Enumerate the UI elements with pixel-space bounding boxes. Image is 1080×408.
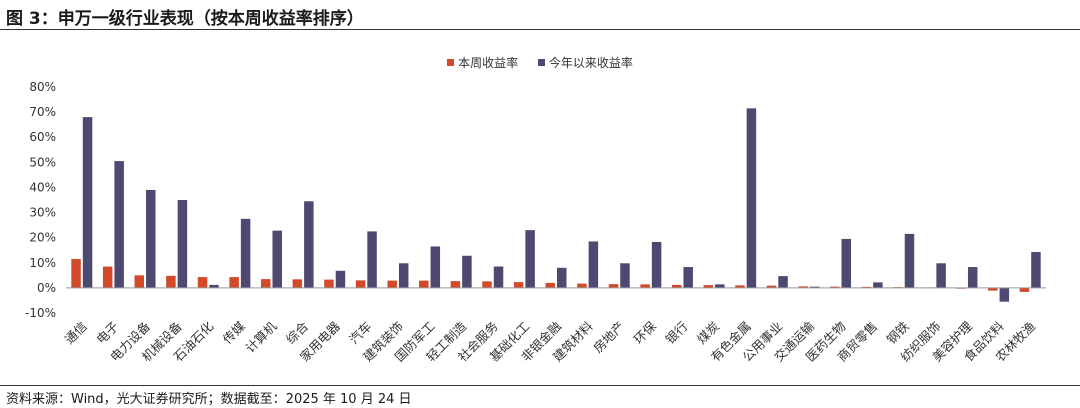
bar-ytd-return [715,284,725,288]
x-tick-label: 通信 [62,319,90,347]
bar-weekly-return [608,284,619,288]
y-tick-label: 40% [29,180,56,194]
bar-weekly-return [292,279,303,288]
bar-weekly-return [260,279,271,288]
x-tick-label: 计算机 [242,318,279,355]
bar-weekly-return [387,280,397,288]
bar-ytd-return [620,263,630,288]
y-tick-label: 80% [29,80,56,94]
legend-item-ytd: 今年以来收益率 [537,54,633,71]
bar-weekly-return [861,286,872,288]
bar-weekly-return [166,275,176,288]
bar-ytd-return [683,267,693,288]
bar-ytd-return [398,263,409,288]
y-axis: -10% 0% 10% 20% 30% 40% 50% 60% 70% 80% [25,80,56,320]
y-tick-label: 30% [29,206,56,220]
legend-swatch-weekly [447,59,455,66]
bar-weekly-return [735,285,745,288]
bar-ytd-return [240,218,251,288]
y-tick-label: -10% [25,306,56,320]
chart-legend: 本周收益率 今年以来收益率 [0,54,1080,71]
x-tick-label: 房地产 [590,319,627,356]
bar-ytd-return [462,255,472,288]
bar-ytd-return [335,270,346,288]
bar-ytd-return [904,233,915,288]
bar-ytd-return [936,263,946,288]
bar-ytd-return [746,108,757,288]
bar-weekly-return [640,284,650,288]
legend-label-weekly: 本周收益率 [458,56,519,70]
bar-ytd-return [999,287,1010,302]
bar-weekly-return [766,285,777,288]
y-tick-label: 70% [29,105,56,119]
bar-ytd-return [778,276,788,288]
title-rule [0,29,1080,30]
bar-weekly-return [988,287,998,291]
bar-ytd-return [82,117,93,288]
bar-ytd-return [272,230,282,288]
bar-weekly-return [1019,287,1030,292]
bar-weekly-return [703,285,714,288]
bar-weekly-return [671,284,682,288]
bars [71,108,1041,302]
bar-ytd-return [967,267,978,288]
legend-item-weekly: 本周收益率 [447,54,518,71]
bar-weekly-return [355,280,366,288]
y-tick-label: 20% [29,231,56,245]
bar-weekly-return [830,286,840,288]
source-rule [0,385,1080,386]
legend-swatch-ytd [537,59,545,66]
bar-ytd-return [493,266,504,288]
figure-title: 图 3：申万一级行业表现（按本周收益率排序） [6,9,364,29]
y-tick-label: 50% [29,155,56,169]
bar-weekly-return [71,259,81,288]
legend-label-ytd: 今年以来收益率 [548,56,633,70]
y-tick-label: 0% [37,281,56,295]
y-tick-label: 10% [29,256,56,270]
bar-ytd-return [873,282,883,288]
bar-ytd-return [557,267,567,288]
bar-weekly-return [798,286,808,288]
bar-ytd-return [177,200,188,288]
bar-ytd-return [841,238,852,288]
bar-weekly-return [134,275,145,288]
bar-ytd-return [367,231,377,288]
bar-ytd-return [146,189,156,288]
x-tick-label: 环保 [631,318,660,347]
bar-weekly-return [513,282,524,288]
bar-weekly-return [197,277,208,288]
bar-ytd-return [209,284,219,288]
bar-ytd-return [114,161,124,288]
bar-chart: -10% 0% 10% 20% 30% 40% 50% 60% 70% 80% 通信 电子电力设备机… [25,80,1046,364]
bar-weekly-return [229,277,239,288]
bar-ytd-return [304,201,314,288]
bar-ytd-return [651,241,662,288]
bar-weekly-return [450,281,461,288]
bar-weekly-return [419,280,429,288]
bar-weekly-return [482,281,492,288]
bar-ytd-return [430,246,441,288]
y-tick-label: 60% [29,130,56,144]
x-tick-label: 银行 [662,319,690,347]
source-note: 资料来源：Wind，光大证券研究所；数据截至：2025 年 10 月 24 日 [6,392,412,407]
bar-weekly-return [545,282,555,288]
bar-ytd-return [588,241,599,288]
bar-weekly-return [324,279,334,288]
bar-ytd-return [525,230,535,288]
bar-ytd-return [1031,251,1041,288]
bar-weekly-return [102,266,113,288]
bar-weekly-return [577,283,587,288]
bar-ytd-return [809,286,820,288]
